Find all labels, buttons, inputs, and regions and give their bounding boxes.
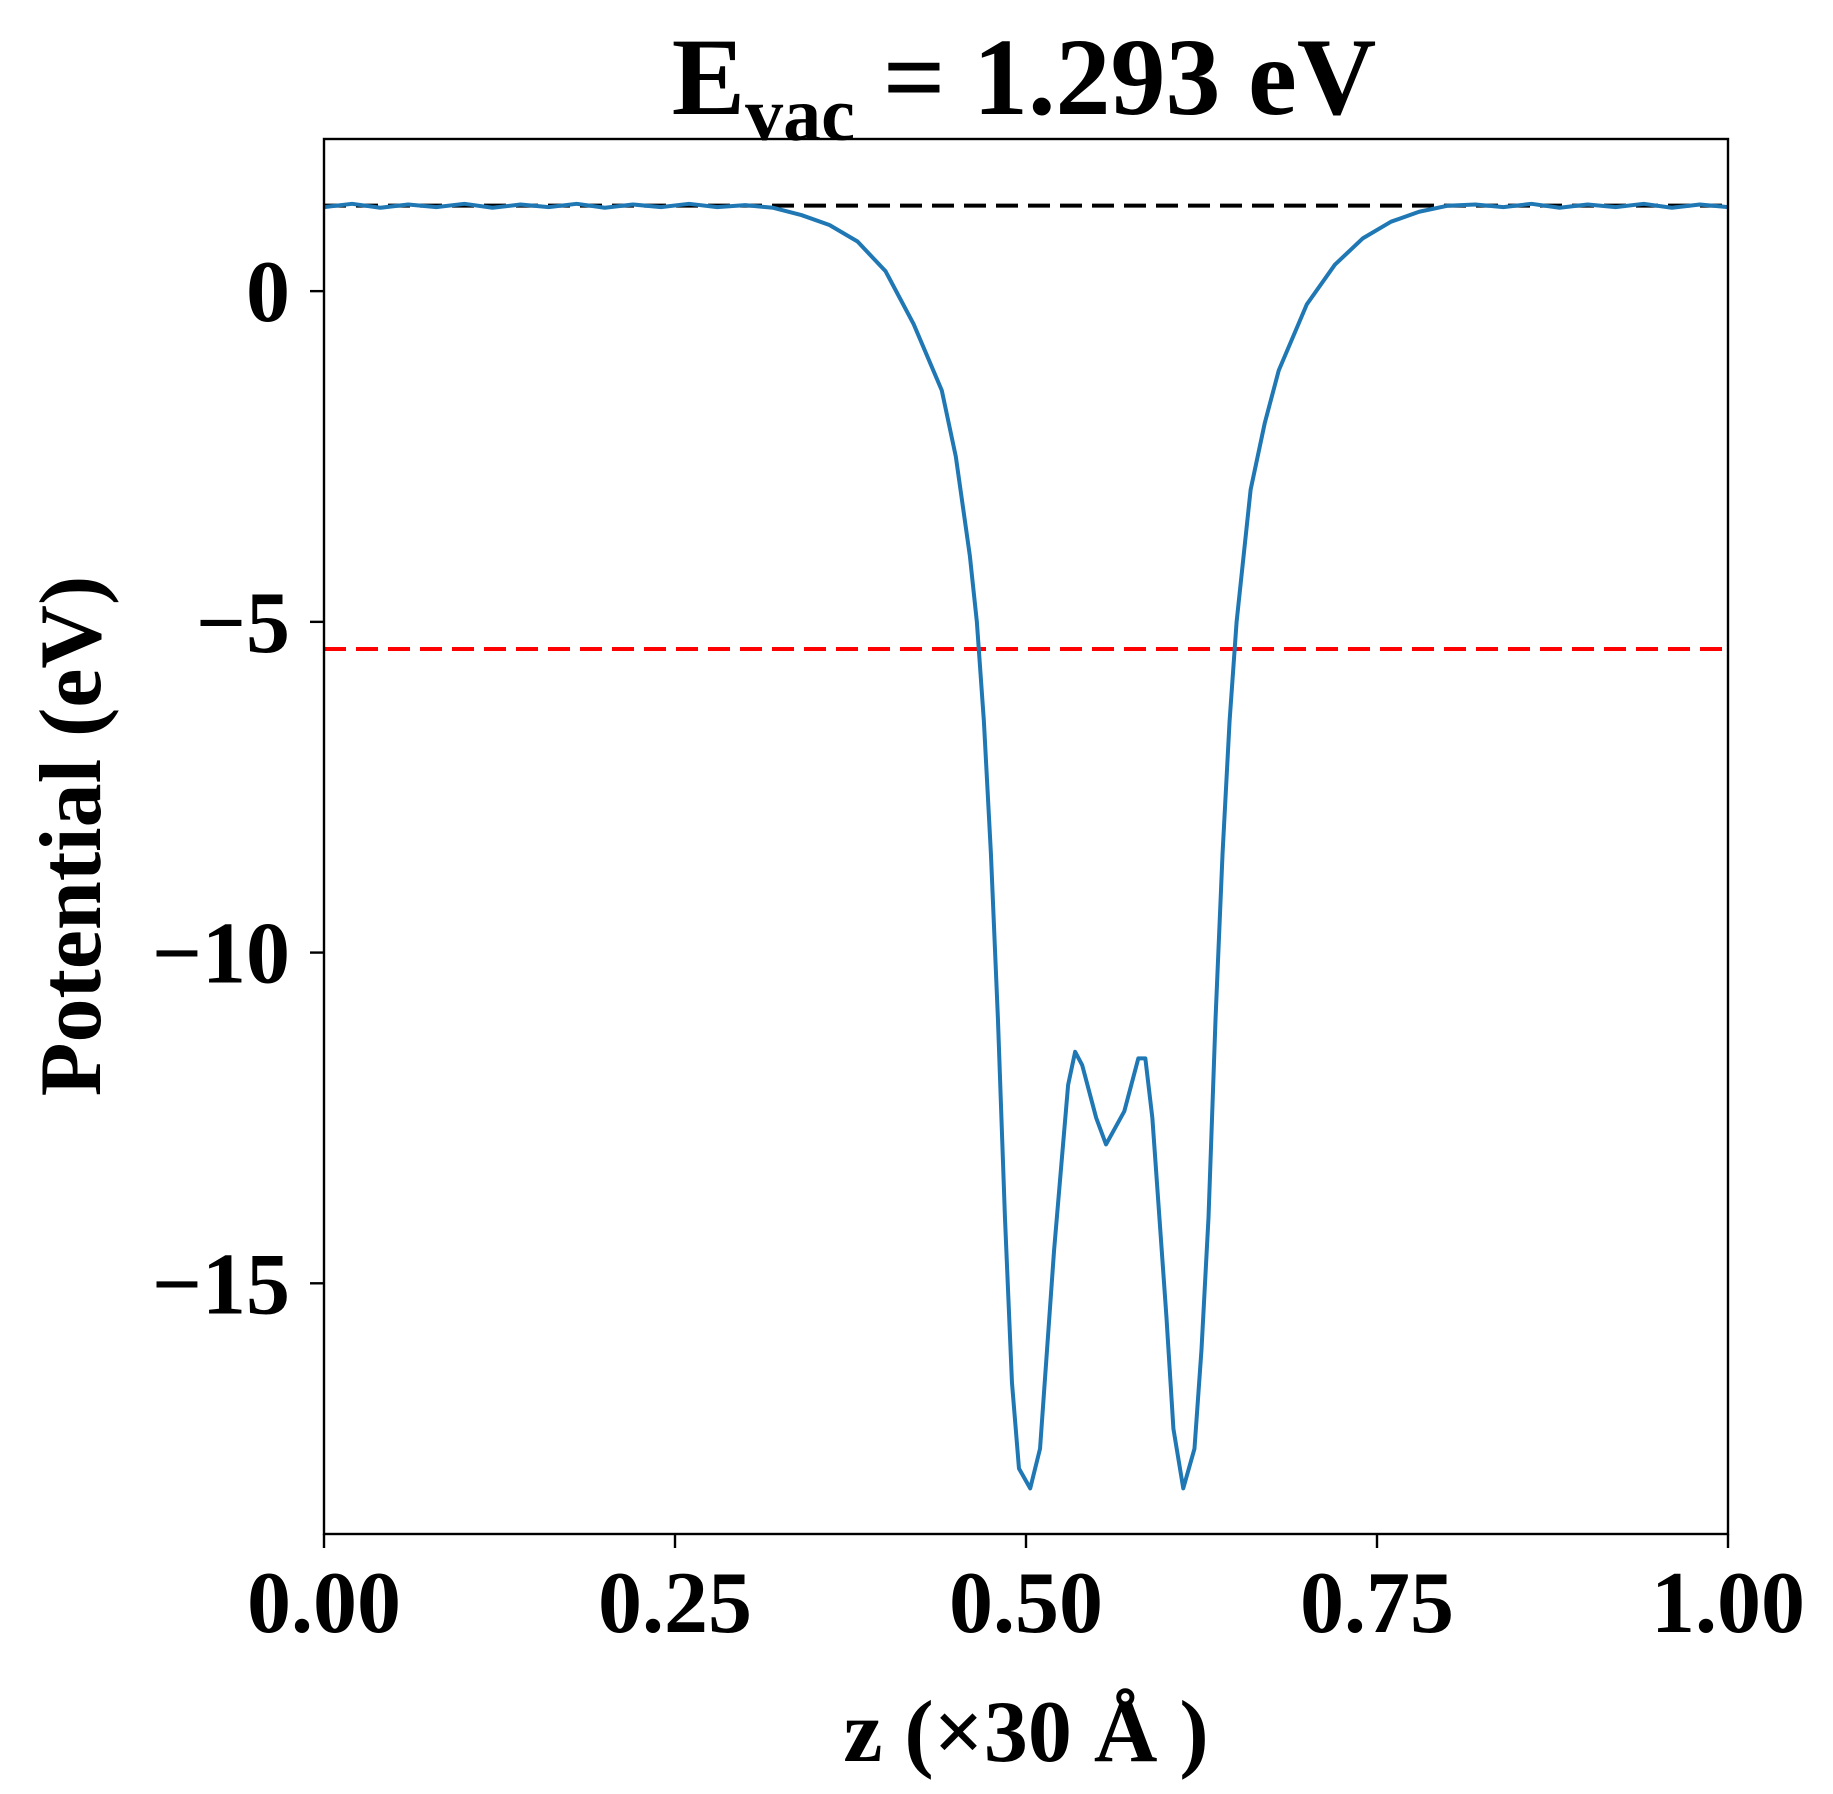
x-tick-label: 0.00 (247, 1555, 401, 1652)
x-tick-label: 1.00 (1651, 1555, 1805, 1652)
plot-area (323, 201, 1729, 1491)
x-tick-label: 0.25 (598, 1555, 752, 1652)
x-tick-label: 0.50 (949, 1555, 1103, 1652)
y-axis-label: Potential (eV) (23, 576, 120, 1096)
title-rest: = 1.293 eV (883, 16, 1376, 138)
y-tick-label: −10 (152, 906, 290, 1003)
y-tick-label: −15 (152, 1236, 290, 1333)
title-main: E (672, 16, 745, 138)
axes-frame (322, 137, 1730, 1536)
chart-title: Evac = 1.293 eV (672, 16, 1377, 157)
title-sub: vac (745, 73, 855, 157)
y-tick-label: 0 (246, 244, 290, 341)
y-tick-label: −5 (196, 575, 290, 672)
x-tick-label: 0.75 (1300, 1555, 1454, 1652)
x-axis-label: z (×30 Å ) (843, 1684, 1208, 1781)
data-line (323, 201, 1729, 1491)
